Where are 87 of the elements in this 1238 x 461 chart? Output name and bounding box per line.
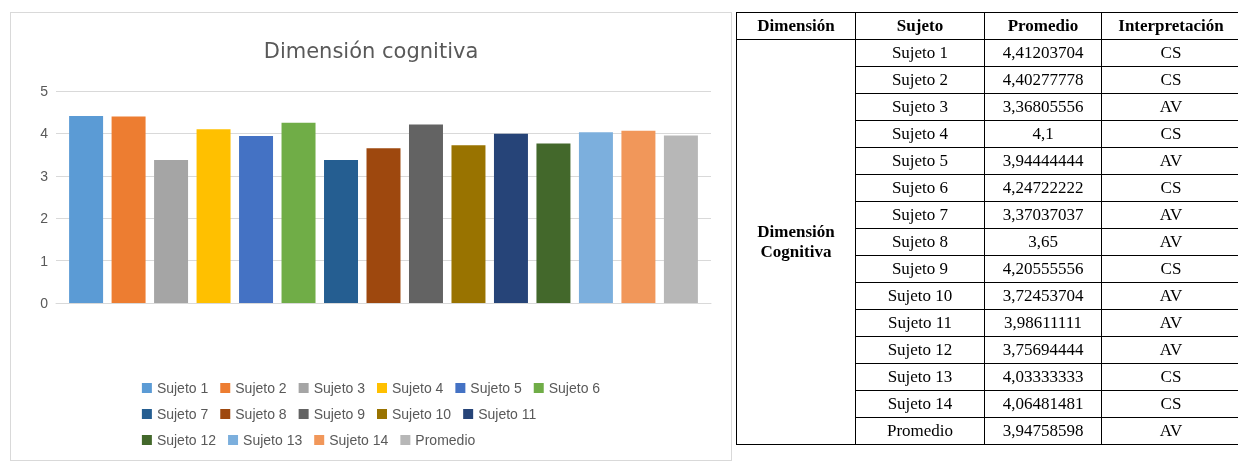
bar xyxy=(154,160,189,303)
legend-label: Sujeto 4 xyxy=(392,380,444,396)
text: Sujeto 14 xyxy=(855,390,985,418)
text: Sujeto 8 xyxy=(855,228,985,256)
text: AV xyxy=(1101,336,1238,364)
text: Sujeto 3 xyxy=(855,93,985,121)
text: 4,24722222 xyxy=(984,174,1102,202)
text: Sujeto xyxy=(855,12,985,40)
text: AV xyxy=(1101,93,1238,121)
text: 3,37037037 xyxy=(984,201,1102,229)
legend-label: Sujeto 3 xyxy=(313,380,366,396)
text: Sujeto 11 xyxy=(855,309,985,337)
text: Promedio xyxy=(984,12,1102,40)
text: CS xyxy=(1101,120,1238,148)
text: AV xyxy=(1101,201,1238,229)
text: Sujeto 7 xyxy=(855,201,985,229)
bar xyxy=(281,122,316,303)
legend-label: Sujeto 6 xyxy=(548,380,601,396)
bar xyxy=(366,148,401,303)
text: 3,75694444 xyxy=(984,336,1102,364)
text: 4,1 xyxy=(984,120,1102,148)
y-tick-label: 1 xyxy=(40,252,49,269)
y-tick-label: 4 xyxy=(40,125,49,142)
legend-label: Sujeto 10 xyxy=(392,406,452,422)
text: Sujeto 4 xyxy=(855,120,985,148)
bar xyxy=(408,124,443,303)
text: CS xyxy=(1101,255,1238,283)
text: 3,94758598 xyxy=(984,417,1102,445)
y-tick-label: 2 xyxy=(40,210,49,227)
text: CS xyxy=(1101,363,1238,391)
legend-label: Sujeto 5 xyxy=(470,380,522,396)
bar xyxy=(451,145,486,303)
text: 3,36805556 xyxy=(984,93,1102,121)
legend-label: Sujeto 13 xyxy=(243,432,303,448)
bar xyxy=(663,135,698,303)
text: Sujeto 13 xyxy=(855,363,985,391)
text: AV xyxy=(1101,309,1238,337)
bar xyxy=(621,130,656,303)
text: CS xyxy=(1101,66,1238,94)
chart-title: Dimensión cognitiva xyxy=(263,38,479,63)
bar xyxy=(324,160,359,303)
bar xyxy=(196,129,231,303)
text: 4,41203704 xyxy=(984,39,1102,67)
text: Sujeto 5 xyxy=(855,147,985,175)
text: 4,20555556 xyxy=(984,255,1102,283)
text: 3,65 xyxy=(984,228,1102,256)
text: Dimensión xyxy=(736,12,856,40)
bar xyxy=(111,116,146,303)
legend-label: Sujeto 11 xyxy=(478,406,537,422)
text: Dimensión Cognitiva xyxy=(736,39,856,445)
legend-label: Sujeto 12 xyxy=(156,432,217,448)
text: Sujeto 10 xyxy=(855,282,985,310)
y-tick-label: 3 xyxy=(40,167,49,184)
legend-label: Sujeto 9 xyxy=(313,406,366,422)
text: Sujeto 9 xyxy=(855,255,985,283)
legend-label: Sujeto 1 xyxy=(156,380,209,396)
text: 4,40277778 xyxy=(984,66,1102,94)
text: AV xyxy=(1101,147,1238,175)
bar xyxy=(69,116,104,303)
legend-label: Sujeto 7 xyxy=(156,406,209,422)
legend-label: Sujeto 14 xyxy=(329,432,389,448)
y-tick-label: 5 xyxy=(40,83,49,99)
text: 4,03333333 xyxy=(984,363,1102,391)
text: AV xyxy=(1101,417,1238,445)
text: CS xyxy=(1101,174,1238,202)
text: Interpretación xyxy=(1101,12,1238,40)
legend-label: Sujeto 2 xyxy=(235,380,287,396)
text: 3,98611111 xyxy=(984,309,1102,337)
text: AV xyxy=(1101,228,1238,256)
text: CS xyxy=(1101,39,1238,67)
text: 3,72453704 xyxy=(984,282,1102,310)
bar xyxy=(493,133,528,303)
text: 3,94444444 xyxy=(984,147,1102,175)
text: Sujeto 1 xyxy=(855,39,985,67)
bar xyxy=(239,135,274,303)
text: 4,06481481 xyxy=(984,390,1102,418)
text: Sujeto 2 xyxy=(855,66,985,94)
legend-label: Sujeto 8 xyxy=(235,406,287,422)
text: Sujeto 12 xyxy=(855,336,985,364)
bar xyxy=(536,143,571,303)
legend-label: Promedio xyxy=(415,432,476,448)
text: Promedio xyxy=(855,417,985,445)
bar xyxy=(578,132,613,303)
text: CS xyxy=(1101,390,1238,418)
text: AV xyxy=(1101,282,1238,310)
text: Sujeto 6 xyxy=(855,174,985,202)
y-tick-label: 0 xyxy=(40,295,49,311)
